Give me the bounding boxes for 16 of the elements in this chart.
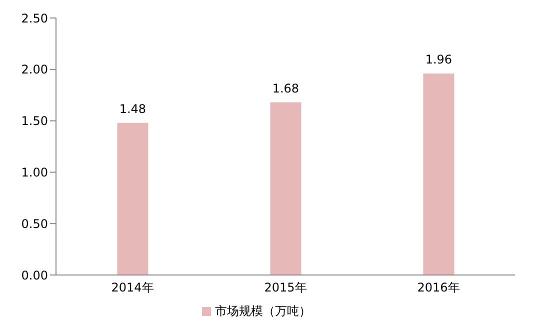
- y-tick-label: 2.50: [21, 11, 48, 26]
- bar: [270, 102, 302, 275]
- bar: [117, 122, 148, 275]
- y-tick-label: 0.00: [21, 268, 48, 282]
- legend-label: 市场规模（万吨）: [215, 304, 311, 318]
- x-tick-label: 2014年: [111, 280, 154, 295]
- y-tick-label: 1.00: [21, 165, 48, 180]
- x-tick-label: 2015年: [264, 280, 307, 295]
- y-tick-label: 2.00: [21, 62, 48, 77]
- data-label: 1.68: [272, 81, 300, 96]
- data-label: 1.48: [119, 102, 146, 116]
- y-tick-label: 1.50: [21, 114, 48, 128]
- data-label: 1.96: [425, 52, 452, 67]
- bar: [423, 74, 454, 275]
- x-tick-label: 2016年: [417, 280, 460, 295]
- y-tick-label: 0.50: [21, 216, 48, 231]
